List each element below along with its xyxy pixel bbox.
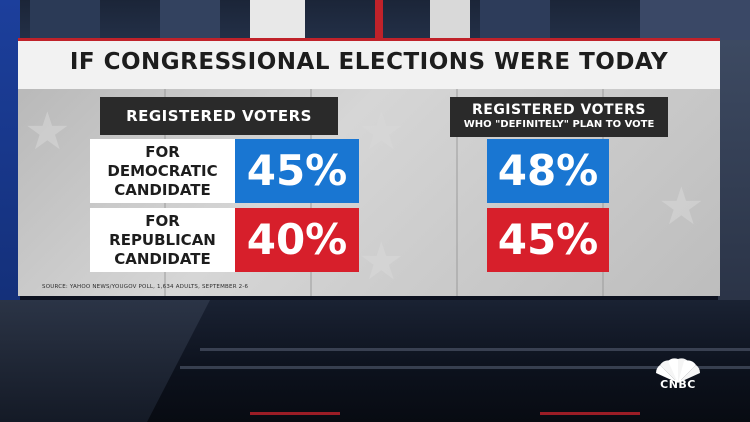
- republican-percent-definite: 45%: [487, 208, 609, 272]
- star-icon: ★: [358, 232, 405, 292]
- anchor-desk: [0, 300, 210, 422]
- studio-wall-right: [718, 40, 750, 310]
- star-icon: ★: [358, 102, 405, 162]
- label-line: REPUBLICAN: [109, 230, 216, 249]
- republican-candidate-label: FOR REPUBLICAN CANDIDATE: [90, 208, 235, 272]
- cnbc-logo-text: CNBC: [660, 378, 696, 391]
- definite-voters-heading-line1: REGISTERED VOTERS: [471, 102, 647, 118]
- label-line: CANDIDATE: [114, 180, 211, 199]
- poll-graphic-board: ★ ★ ★ ★ IF CONGRESSIONAL ELECTIONS WERE …: [18, 38, 720, 296]
- definite-voters-heading-line2: WHO "DEFINITELY" PLAN TO VOTE: [463, 119, 655, 130]
- studio-background-top: [0, 0, 750, 45]
- studio-wall-left: [0, 0, 20, 300]
- label-line: DEMOCRATIC: [107, 161, 218, 180]
- star-icon: ★: [658, 177, 705, 237]
- peacock-icon: [656, 358, 700, 383]
- democratic-percent-registered: 45%: [235, 139, 359, 203]
- democratic-percent-definite: 48%: [487, 139, 609, 203]
- label-line: FOR: [145, 142, 180, 161]
- studio-floor: [0, 300, 750, 422]
- label-line: CANDIDATE: [114, 249, 211, 268]
- star-icon: ★: [24, 102, 71, 162]
- registered-voters-heading: REGISTERED VOTERS: [100, 97, 338, 135]
- graphic-title: IF CONGRESSIONAL ELECTIONS WERE TODAY: [69, 49, 669, 75]
- republican-percent-registered: 40%: [235, 208, 359, 272]
- definite-voters-heading: REGISTERED VOTERS WHO "DEFINITELY" PLAN …: [450, 97, 668, 137]
- democratic-candidate-label: FOR DEMOCRATIC CANDIDATE: [90, 139, 235, 203]
- label-line: FOR: [145, 211, 180, 230]
- graphic-header: IF CONGRESSIONAL ELECTIONS WERE TODAY: [18, 38, 720, 89]
- source-note: SOURCE: YAHOO NEWS/YOUGOV POLL, 1,634 AD…: [42, 284, 249, 290]
